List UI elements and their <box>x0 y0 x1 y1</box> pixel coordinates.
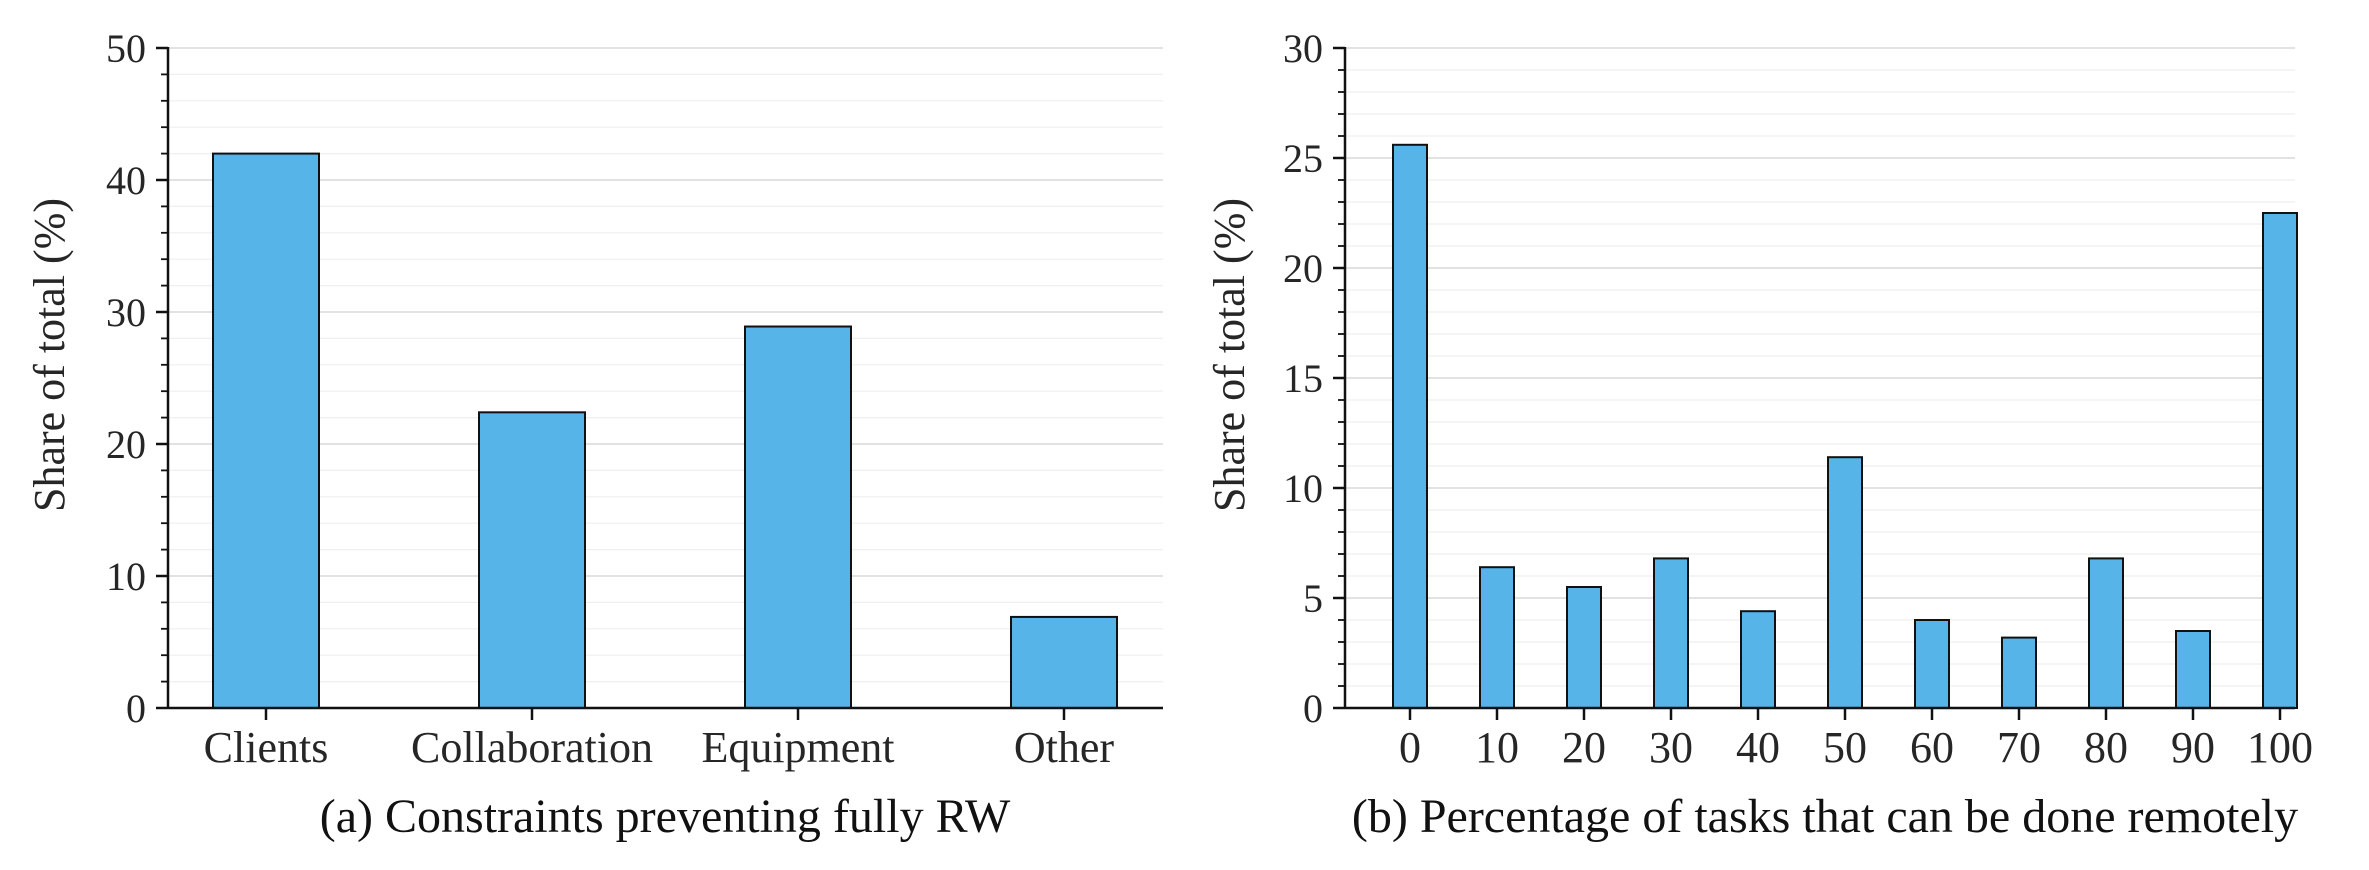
chart-b-bar <box>1914 619 1950 709</box>
chart-b-y-tick-label: 5 <box>1303 576 1323 621</box>
chart-b-x-tick-label: 70 <box>1997 723 2041 772</box>
chart-a-axes <box>166 47 1163 710</box>
chart-b-x-tick-label: 40 <box>1736 723 1780 772</box>
chart-b-x-ticks: 0 10 20 30 40 50 60 70 80 90 100 <box>1399 708 2313 772</box>
chart-b-caption: (b) Percentage of tasks that can be done… <box>1352 790 2298 843</box>
chart-a-bar <box>744 325 852 709</box>
chart-b-x-tick-label: 30 <box>1649 723 1693 772</box>
chart-a-grid <box>168 47 1163 683</box>
chart-a-x-ticks: Clients Collaboration Equipment Other <box>204 708 1115 772</box>
chart-a-bars <box>212 152 1118 710</box>
chart-b-bar <box>1740 610 1776 710</box>
chart-a-y-tick-label: 40 <box>106 158 146 203</box>
chart-b-x-tick-label: 80 <box>2084 723 2128 772</box>
chart-b-y-tick-label: 0 <box>1303 686 1323 731</box>
chart-a-y-ticks: 0 10 20 30 40 50 <box>106 26 168 731</box>
chart-a-bar <box>1010 615 1118 709</box>
chart-a-y-tick-label: 10 <box>106 554 146 599</box>
chart-b-bar <box>1479 566 1515 710</box>
chart-b: 0 5 10 15 20 25 30 0 10 20 30 40 50 60 70 80 90 100 Shar… <box>1205 26 2313 843</box>
chart-b-bars <box>1392 143 2298 710</box>
chart-a-y-axis-title: Share of total (%) <box>25 198 74 512</box>
chart-b-y-axis-title: Share of total (%) <box>1205 198 1254 512</box>
chart-a-x-tick-label: Collaboration <box>411 723 653 772</box>
chart-a-y-tick-label: 50 <box>106 26 146 71</box>
chart-b-x-tick-label: 20 <box>1562 723 1606 772</box>
chart-a-x-tick-label: Other <box>1014 723 1115 772</box>
chart-b-bar <box>1566 586 1602 709</box>
chart-a-x-tick-label: Clients <box>204 723 329 772</box>
chart-b-bar <box>2088 557 2124 710</box>
chart-b-y-tick-label: 10 <box>1283 466 1323 511</box>
chart-a-y-tick-label: 20 <box>106 422 146 467</box>
chart-b-x-tick-label: 100 <box>2247 723 2313 772</box>
chart-b-bar <box>1827 456 1863 710</box>
chart-b-y-tick-label: 25 <box>1283 136 1323 181</box>
chart-a-y-tick-label: 30 <box>106 290 146 335</box>
chart-b-bar <box>2175 630 2211 709</box>
chart-a-x-tick-label: Equipment <box>701 723 894 772</box>
chart-b-bar <box>1392 143 1428 710</box>
chart-b-x-tick-label: 90 <box>2171 723 2215 772</box>
chart-a-y-tick-label: 0 <box>126 686 146 731</box>
chart-b-x-tick-label: 50 <box>1823 723 1867 772</box>
chart-b-y-ticks: 0 5 10 15 20 25 30 <box>1283 26 1345 731</box>
chart-b-bar <box>1653 557 1689 710</box>
chart-a-bar <box>478 411 586 709</box>
chart-b-x-tick-label: 60 <box>1910 723 1954 772</box>
chart-a-bar <box>212 152 320 710</box>
chart-a: 0 10 20 30 40 50 Clients Collaboration Equipmen… <box>25 26 1163 843</box>
chart-b-bar <box>2262 212 2298 709</box>
chart-a-caption: (a) Constraints preventing fully RW <box>320 790 1011 843</box>
chart-b-y-tick-label: 30 <box>1283 26 1323 71</box>
chart-b-bar <box>2001 636 2037 709</box>
chart-b-x-tick-label: 0 <box>1399 723 1421 772</box>
chart-b-x-tick-label: 10 <box>1475 723 1519 772</box>
chart-b-y-tick-label: 15 <box>1283 356 1323 401</box>
chart-b-y-tick-label: 20 <box>1283 246 1323 291</box>
